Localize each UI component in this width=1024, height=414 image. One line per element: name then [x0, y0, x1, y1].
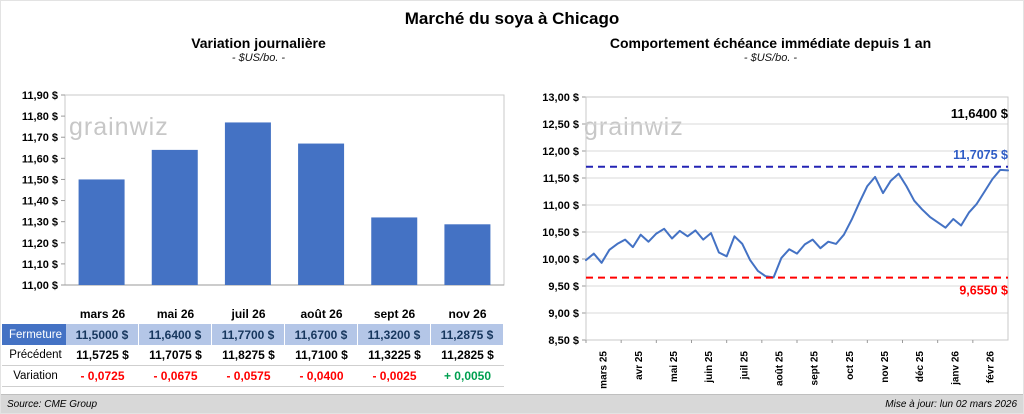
line-x-tick-label: janv 26	[950, 351, 961, 386]
source-label: Source: CME Group	[7, 398, 98, 410]
line-x-tick-label: déc 25	[915, 351, 926, 383]
line-y-tick-label: 12,00 $	[542, 146, 579, 158]
line-y-tick-label: 10,00 $	[542, 254, 579, 266]
column-header-mai 26: mai 26	[156, 306, 195, 321]
bar-y-tick-label: 11,20 $	[22, 238, 58, 250]
table-corner	[2, 303, 66, 324]
last-close-annotation: 11,6400 $	[951, 106, 1009, 121]
bar-chart-svg: 11,90 $ 11,80 $ 11,70 $ 11,60 $ 11,50 $ 11,40…	[22, 90, 505, 292]
bar-y-tick-label: 11,90 $	[22, 90, 58, 102]
line-x-tick-label: juin 25	[704, 351, 715, 384]
bar-y-tick-label: 11,50 $	[22, 174, 58, 186]
line-y-tick-label: 12,50 $	[542, 119, 579, 131]
variation-value-1: - 0,0675	[139, 366, 212, 387]
precedent-value-1: 11,7075 $	[139, 345, 212, 366]
variation-value-0: - 0,0725	[66, 366, 139, 387]
variation-value-5: + 0,0050	[431, 366, 504, 387]
precedent-value-2: 11,8275 $	[212, 345, 285, 366]
bar-juil 26	[224, 122, 271, 285]
line-x-tick-label: sept 25	[810, 351, 821, 386]
bar-août 26	[298, 143, 345, 285]
bar-y-tick-label: 11,80 $	[22, 111, 58, 123]
line-y-tick-label: 9,00 $	[548, 308, 579, 320]
column-header-nov 26: nov 26	[448, 306, 487, 321]
bar-y-tick-label: 11,30 $	[22, 217, 58, 229]
front-month-panel: Comportement échéance immédiate depuis 1…	[516, 35, 1023, 396]
line-chart-title: Comportement échéance immédiate depuis 1…	[609, 35, 932, 51]
bar-mars 26	[78, 179, 125, 285]
line-x-tick-label: août 25	[774, 351, 785, 386]
bar-chart-title: Variation journalière	[191, 35, 326, 51]
column-header-juil 26: juil 26	[231, 306, 266, 321]
line-x-tick-label: juil 25	[739, 351, 750, 381]
bar-plot-border	[64, 94, 505, 286]
line-x-tick-label: avr 25	[634, 351, 645, 380]
fermeture-value-2: 11,7700 $	[212, 324, 285, 345]
line-x-tick-label: févr 26	[985, 351, 996, 384]
line-y-tick-label: 11,00 $	[543, 200, 579, 212]
line-chart-subtitle: - $US/bo. -	[743, 52, 798, 64]
page-title: Marché du soya à Chicago	[404, 9, 620, 28]
line-y-tick-label: 13,00 $	[542, 92, 579, 104]
bar-y-tick-label: 11,10 $	[22, 259, 58, 271]
bar-y-tick-label: 11,60 $	[22, 153, 58, 165]
line-x-tick-label: mai 25	[669, 351, 680, 383]
line-y-tick-label: 10,50 $	[542, 227, 579, 239]
line-chart-svg: 13,00 $ 12,50 $ 12,00 $ 11,50 $ 11,00 $ 10,50…	[542, 92, 1009, 389]
precedent-value-3: 11,7100 $	[285, 345, 358, 366]
daily-variation-panel: Variation journalière - $US/bo. - grainw…	[1, 35, 516, 396]
ref-line-label-0: 11,7075 $	[953, 148, 1008, 162]
fermeture-value-5: 11,2875 $	[431, 324, 504, 345]
precedent-value-5: 11,2825 $	[431, 345, 504, 366]
line-y-tick-label: 8,50 $	[548, 335, 579, 347]
column-header-août 26: août 26	[300, 306, 343, 321]
bar-y-tick-label: 11,00 $	[22, 280, 58, 292]
line-x-tick-label: nov 25	[880, 351, 891, 383]
column-header-mars 26: mars 26	[79, 306, 126, 321]
bar-y-tick-label: 11,70 $	[22, 132, 58, 144]
row-label-variation: Variation	[2, 366, 66, 387]
ref-line-label-1: 9,6550 $	[959, 284, 1008, 298]
fermeture-value-1: 11,6400 $	[139, 324, 212, 345]
precedent-value-0: 11,5725 $	[66, 345, 139, 366]
variation-value-4: - 0,0025	[358, 366, 431, 387]
line-y-tick-label: 11,50 $	[543, 173, 579, 185]
precedent-value-4: 11,3225 $	[358, 345, 431, 366]
bar-mai 26	[151, 149, 198, 285]
variation-value-3: - 0,0400	[285, 366, 358, 387]
fermeture-value-0: 11,5000 $	[66, 324, 139, 345]
bar-nov 26	[444, 224, 491, 285]
front-month-series	[585, 168, 1009, 279]
line-x-tick-label: oct 25	[845, 351, 856, 380]
line-x-tick-label: mars 25	[599, 351, 610, 389]
row-label-precedent: Précédent	[2, 345, 66, 366]
bar-sept 26	[371, 217, 418, 285]
bar-y-tick-label: 11,40 $	[22, 196, 58, 208]
fermeture-value-3: 11,6700 $	[285, 324, 358, 345]
column-header-sept 26: sept 26	[373, 306, 416, 321]
line-y-tick-label: 9,50 $	[548, 281, 579, 293]
bar-chart-subtitle: - $US/bo. -	[231, 52, 286, 64]
line-plot-border	[585, 96, 1009, 341]
row-label-fermeture: Fermeture	[2, 324, 66, 345]
variation-value-2: - 0,0575	[212, 366, 285, 387]
footer-bar: Source: CME Group Mise à jour: lun 02 ma…	[1, 394, 1023, 413]
fermeture-value-4: 11,3200 $	[358, 324, 431, 345]
updated-label: Mise à jour: lun 02 mars 2026	[885, 398, 1017, 410]
price-table: mars 26 mai 26 juil 26 août 26 sept 26 nov 26…	[2, 303, 504, 387]
